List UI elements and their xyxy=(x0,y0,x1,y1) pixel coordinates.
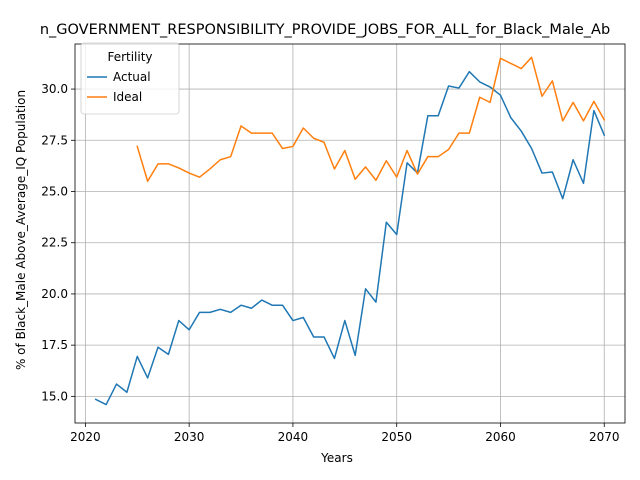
legend: Fertility Actual Ideal xyxy=(80,42,180,115)
x-axis-ticks: 2020 2030 2040 2050 2060 2070 xyxy=(70,423,620,444)
x-axis-label: Years xyxy=(320,451,353,465)
legend-title: Fertility xyxy=(107,50,152,64)
x-tick-label: 2070 xyxy=(589,430,620,444)
series-line-ideal xyxy=(136,56,606,183)
grid-lines xyxy=(75,44,625,423)
series-lines xyxy=(94,56,606,406)
y-axis-label: % of Black_Male Above_Average_IQ Populat… xyxy=(14,90,28,370)
x-tick-label: 2060 xyxy=(485,430,516,444)
y-tick-label: 22.5 xyxy=(41,236,68,250)
y-tick-label: 15.0 xyxy=(41,389,68,403)
y-tick-label: 30.0 xyxy=(41,82,68,96)
x-tick-label: 2050 xyxy=(381,430,412,444)
y-axis-ticks: 15.0 17.5 20.0 22.5 25.0 27.5 30.0 xyxy=(41,82,75,403)
y-tick-label: 25.0 xyxy=(41,185,68,199)
series-line-actual xyxy=(94,70,606,406)
legend-label-actual: Actual xyxy=(113,70,151,84)
legend-label-ideal: Ideal xyxy=(113,90,142,104)
x-tick-label: 2020 xyxy=(70,430,101,444)
y-tick-label: 20.0 xyxy=(41,287,68,301)
y-tick-label: 27.5 xyxy=(41,133,68,147)
chart-title: n_GOVERNMENT_RESPONSIBILITY_PROVIDE_JOBS… xyxy=(40,22,610,38)
x-tick-label: 2030 xyxy=(174,430,205,444)
x-tick-label: 2040 xyxy=(278,430,309,444)
plot-frame xyxy=(74,43,626,424)
y-tick-label: 17.5 xyxy=(41,338,68,352)
